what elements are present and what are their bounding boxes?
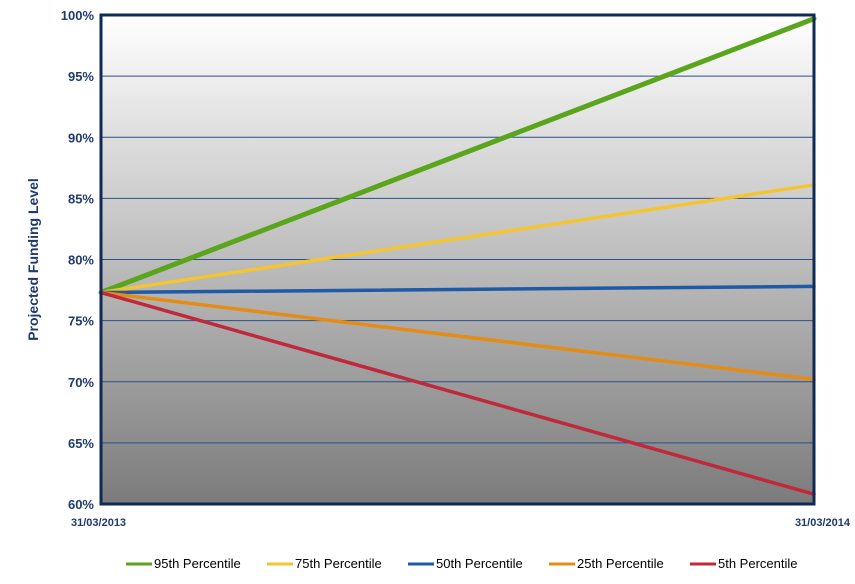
- plot-frame: [99, 13, 816, 506]
- series-line: [98, 16, 817, 296]
- y-tick-label: 75%: [68, 314, 94, 329]
- legend-label: 75th Percentile: [295, 556, 382, 571]
- gridlines: [101, 75, 814, 444]
- y-axis-title: Projected Funding Level: [25, 178, 41, 341]
- legend-label: 95th Percentile: [154, 556, 241, 571]
- series-line: [99, 284, 816, 295]
- x-tick-label: 31/03/2014: [795, 517, 851, 529]
- legend-label: 25th Percentile: [577, 556, 664, 571]
- y-tick-label: 65%: [68, 436, 94, 451]
- y-tick-label: 80%: [68, 253, 94, 268]
- legend-label: 5th Percentile: [718, 556, 798, 571]
- y-tick-label: 85%: [68, 191, 94, 206]
- y-axis-ticks: 60% 65% 70% 75% 80% 85% 90% 95% 100%: [61, 8, 95, 512]
- series-line: [99, 290, 816, 496]
- series-lines: [98, 16, 817, 496]
- legend-label: 50th Percentile: [436, 556, 523, 571]
- x-tick-label: 31/03/2013: [71, 517, 126, 529]
- y-tick-label: 90%: [68, 130, 94, 145]
- y-tick-label: 70%: [68, 375, 94, 390]
- x-axis-ticks: 31/03/2013 31/03/2014: [71, 517, 851, 529]
- series-line: [99, 183, 816, 295]
- y-tick-label: 60%: [68, 497, 94, 512]
- series-line: [99, 290, 816, 382]
- y-tick-label: 100%: [61, 8, 95, 23]
- y-tick-label: 95%: [68, 69, 94, 84]
- legend: 95th Percentile 75th Percentile 50th Perce…: [126, 556, 798, 571]
